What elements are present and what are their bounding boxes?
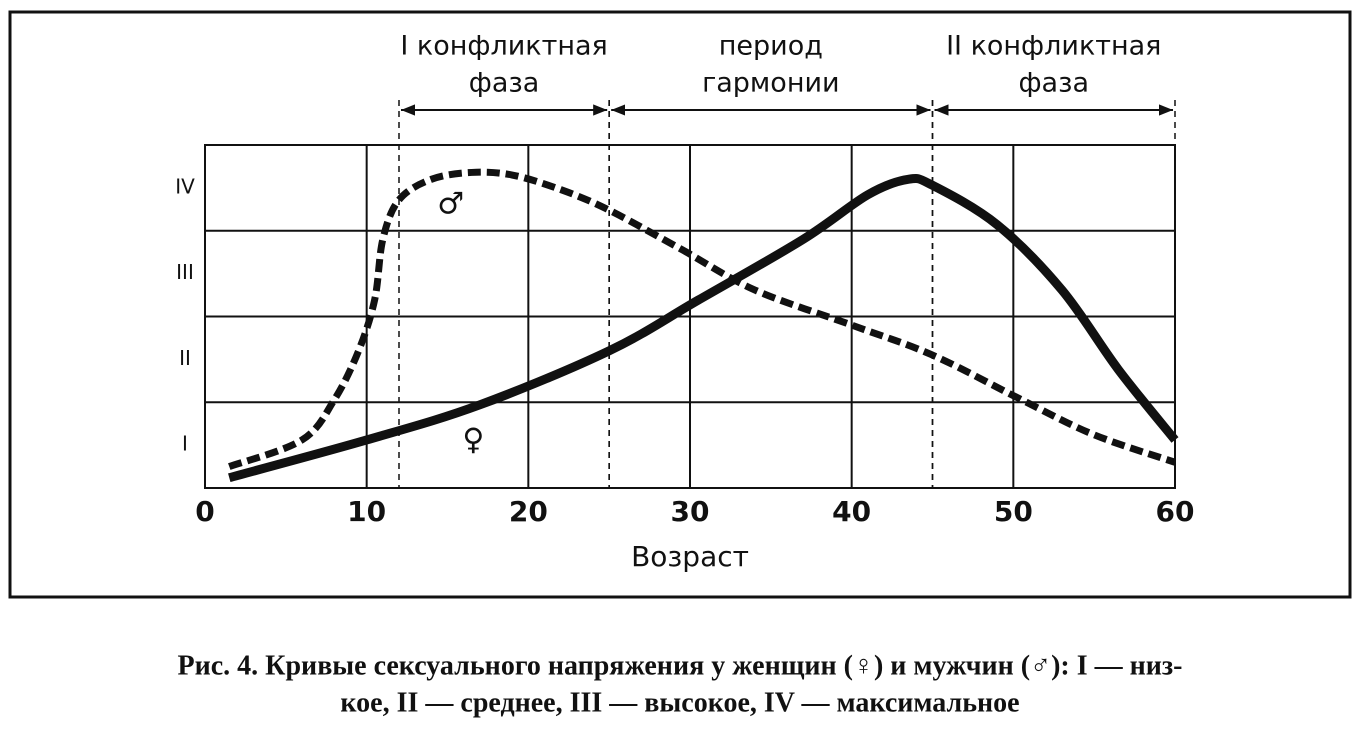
- line-series: [228, 168, 1177, 470]
- series-label: ♀: [462, 422, 484, 457]
- caption-line: Рис. 4. Кривые сексуального напряжения у…: [178, 650, 1183, 681]
- x-tick-label: 60: [1156, 495, 1195, 528]
- line-series: [228, 174, 1179, 483]
- phase-label: фаза: [1018, 68, 1089, 99]
- y-tick-label: III: [176, 260, 194, 284]
- x-tick-label: 0: [195, 495, 214, 528]
- phase-label: гармонии: [702, 68, 840, 99]
- y-tick-label: II: [179, 346, 191, 370]
- figure-frame: [8, 10, 1352, 599]
- caption-line: кое, II — среднее, III — высокое, IV — м…: [340, 687, 1019, 718]
- x-tick-label: 20: [509, 495, 548, 528]
- x-tick-label: 30: [671, 495, 710, 528]
- phase-label: период: [719, 31, 823, 62]
- phase-label: I конфликтная: [400, 31, 607, 62]
- y-tick-label: I: [182, 432, 188, 456]
- x-axis-label: Возраст: [631, 540, 749, 573]
- y-tick-label: IV: [175, 174, 195, 198]
- phase-label: фаза: [469, 68, 540, 99]
- x-tick-label: 50: [994, 495, 1033, 528]
- phase-label: II конфликтная: [946, 31, 1161, 62]
- x-tick-label: 10: [347, 495, 386, 528]
- x-tick-label: 40: [832, 495, 871, 528]
- series-label: ♂: [437, 187, 464, 222]
